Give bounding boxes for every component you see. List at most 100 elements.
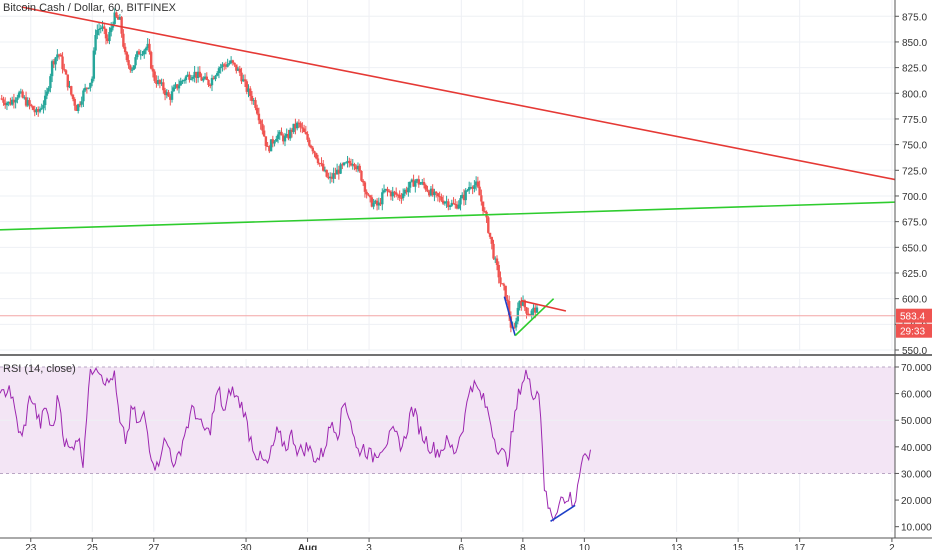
candle-up	[278, 131, 281, 135]
candle-down	[438, 196, 441, 198]
candle-down	[488, 232, 492, 237]
candle-down	[481, 201, 485, 212]
candle-down	[302, 128, 306, 132]
time-tick-label: Aug	[298, 543, 317, 550]
candle-up	[328, 176, 332, 179]
candle-up	[184, 76, 188, 81]
candle-up	[372, 202, 375, 207]
candle-up	[179, 81, 182, 86]
candle-down	[386, 188, 389, 192]
trendlines-layer[interactable]	[0, 6, 896, 523]
candle-down	[502, 284, 506, 286]
candle-up	[196, 71, 200, 78]
candle-down	[28, 100, 31, 105]
candle-up	[332, 173, 335, 179]
candle-down	[334, 173, 337, 175]
candle-down	[73, 99, 76, 106]
chart-title: Bitcoin Cash / Dollar, 60, BITFINEX	[3, 2, 177, 14]
rsi-trendline[interactable]	[550, 504, 576, 523]
candle-down	[520, 300, 523, 306]
candle-up	[203, 76, 207, 79]
candle-down	[299, 123, 302, 128]
candle-down	[455, 204, 459, 209]
price-trendline[interactable]	[503, 296, 516, 336]
candle-down	[361, 180, 365, 183]
candle-up	[273, 141, 276, 144]
time-tick-label: 2	[889, 543, 895, 550]
candle-up	[518, 300, 521, 308]
candle-up	[344, 162, 348, 164]
candle-up	[469, 187, 473, 189]
candle-down	[301, 127, 304, 129]
candle-down	[330, 176, 334, 179]
candle-up	[377, 202, 381, 206]
candle-down	[349, 163, 353, 166]
candle-down	[271, 139, 275, 144]
candle-down	[148, 43, 151, 53]
candle-down	[235, 64, 238, 71]
candle-up	[295, 122, 299, 129]
candle-down	[308, 139, 311, 146]
candle-down	[257, 113, 261, 121]
price-tick-label: 800.0	[902, 89, 927, 100]
candle-down	[306, 133, 309, 140]
candle-up	[391, 191, 394, 197]
candle-down	[507, 301, 511, 317]
candle-down	[431, 188, 434, 196]
candle-up	[445, 201, 448, 203]
candle-down	[0, 98, 3, 100]
candle-down	[297, 122, 301, 124]
time-tick-label: 8	[520, 543, 526, 550]
candle-down	[527, 313, 530, 316]
candle-down	[523, 300, 526, 308]
candle-up	[217, 68, 221, 74]
candle-up	[429, 188, 433, 196]
candle-down	[412, 179, 415, 187]
candle-down	[207, 80, 210, 86]
candle-down	[375, 200, 379, 206]
price-trendline[interactable]	[0, 201, 896, 231]
rsi-band-layer	[0, 366, 895, 474]
candle-down	[188, 74, 191, 80]
candle-up	[172, 87, 175, 92]
candle-down	[24, 97, 28, 106]
candle-up	[414, 180, 417, 187]
candle-down	[294, 123, 297, 129]
candle-down	[440, 196, 443, 201]
candle-up	[139, 54, 142, 56]
candle-up	[401, 193, 405, 199]
candle-up	[292, 123, 295, 132]
candle-up	[459, 198, 462, 205]
rsi-tick-label: 60.0000	[901, 390, 932, 401]
price-tick-label: 875.0	[902, 12, 927, 23]
candle-up	[467, 187, 471, 191]
candle-down	[471, 187, 474, 189]
price-trendline[interactable]	[521, 299, 567, 312]
price-trendline[interactable]	[21, 6, 896, 181]
candle-down	[200, 77, 203, 81]
candle-down	[66, 74, 69, 88]
candle-up	[186, 74, 189, 77]
candle-down	[75, 105, 78, 111]
candle-down	[12, 99, 16, 103]
candle-up	[68, 86, 71, 88]
candle-up	[49, 76, 52, 89]
candle-up	[16, 97, 19, 100]
candle-up	[181, 80, 184, 82]
candle-up	[410, 179, 414, 182]
countdown-marker	[896, 323, 932, 338]
candle-down	[261, 123, 264, 131]
candle-down	[209, 85, 212, 87]
candle-down	[441, 200, 445, 204]
candle-down	[212, 77, 215, 80]
candle-down	[452, 202, 455, 204]
candle-down	[259, 120, 262, 124]
price-trendline[interactable]	[514, 298, 555, 337]
candle-up	[92, 50, 96, 79]
candle-down	[393, 191, 396, 193]
candle-up	[118, 17, 122, 20]
candle-down	[21, 91, 24, 98]
candle-down	[398, 194, 401, 198]
